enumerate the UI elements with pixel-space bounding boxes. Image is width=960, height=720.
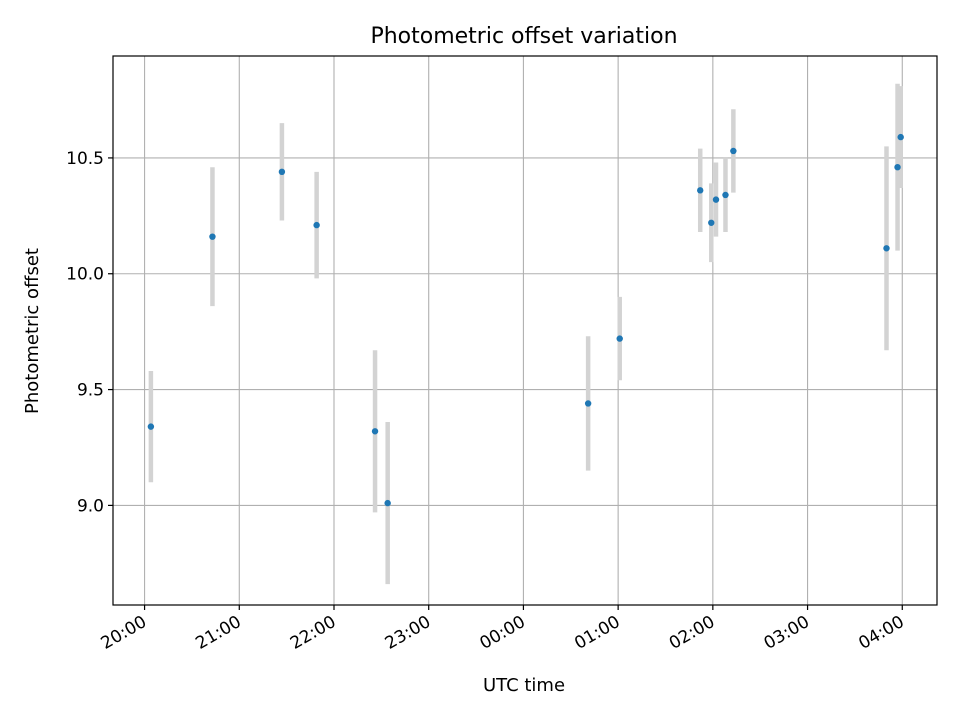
data-point xyxy=(883,245,890,252)
data-point xyxy=(384,499,391,507)
data-point xyxy=(894,163,901,171)
y-tick-label: 9.5 xyxy=(77,381,104,401)
plot-frame xyxy=(112,55,938,606)
data-points xyxy=(147,133,904,507)
y-axis-ticks: 9.0 9.5 10.0 10.5 xyxy=(66,149,113,516)
x-axis-label: UTC time xyxy=(483,675,565,696)
y-axis-label: Photometric offset xyxy=(22,248,43,414)
data-point xyxy=(616,335,623,342)
y-tick-label: 10.5 xyxy=(66,149,104,169)
data-point xyxy=(730,147,737,155)
data-point xyxy=(584,400,592,407)
data-point xyxy=(722,191,729,199)
data-point xyxy=(371,428,379,435)
y-tick-label: 10.0 xyxy=(66,265,104,285)
data-point xyxy=(278,168,286,176)
data-point xyxy=(697,187,704,194)
data-point xyxy=(147,423,155,430)
data-point xyxy=(313,221,320,229)
chart-title: Photometric offset variation xyxy=(370,24,677,49)
data-point xyxy=(209,233,216,240)
data-point xyxy=(897,133,904,141)
y-tick-label: 9.0 xyxy=(77,496,104,516)
data-point xyxy=(708,219,715,226)
data-point xyxy=(712,196,720,203)
